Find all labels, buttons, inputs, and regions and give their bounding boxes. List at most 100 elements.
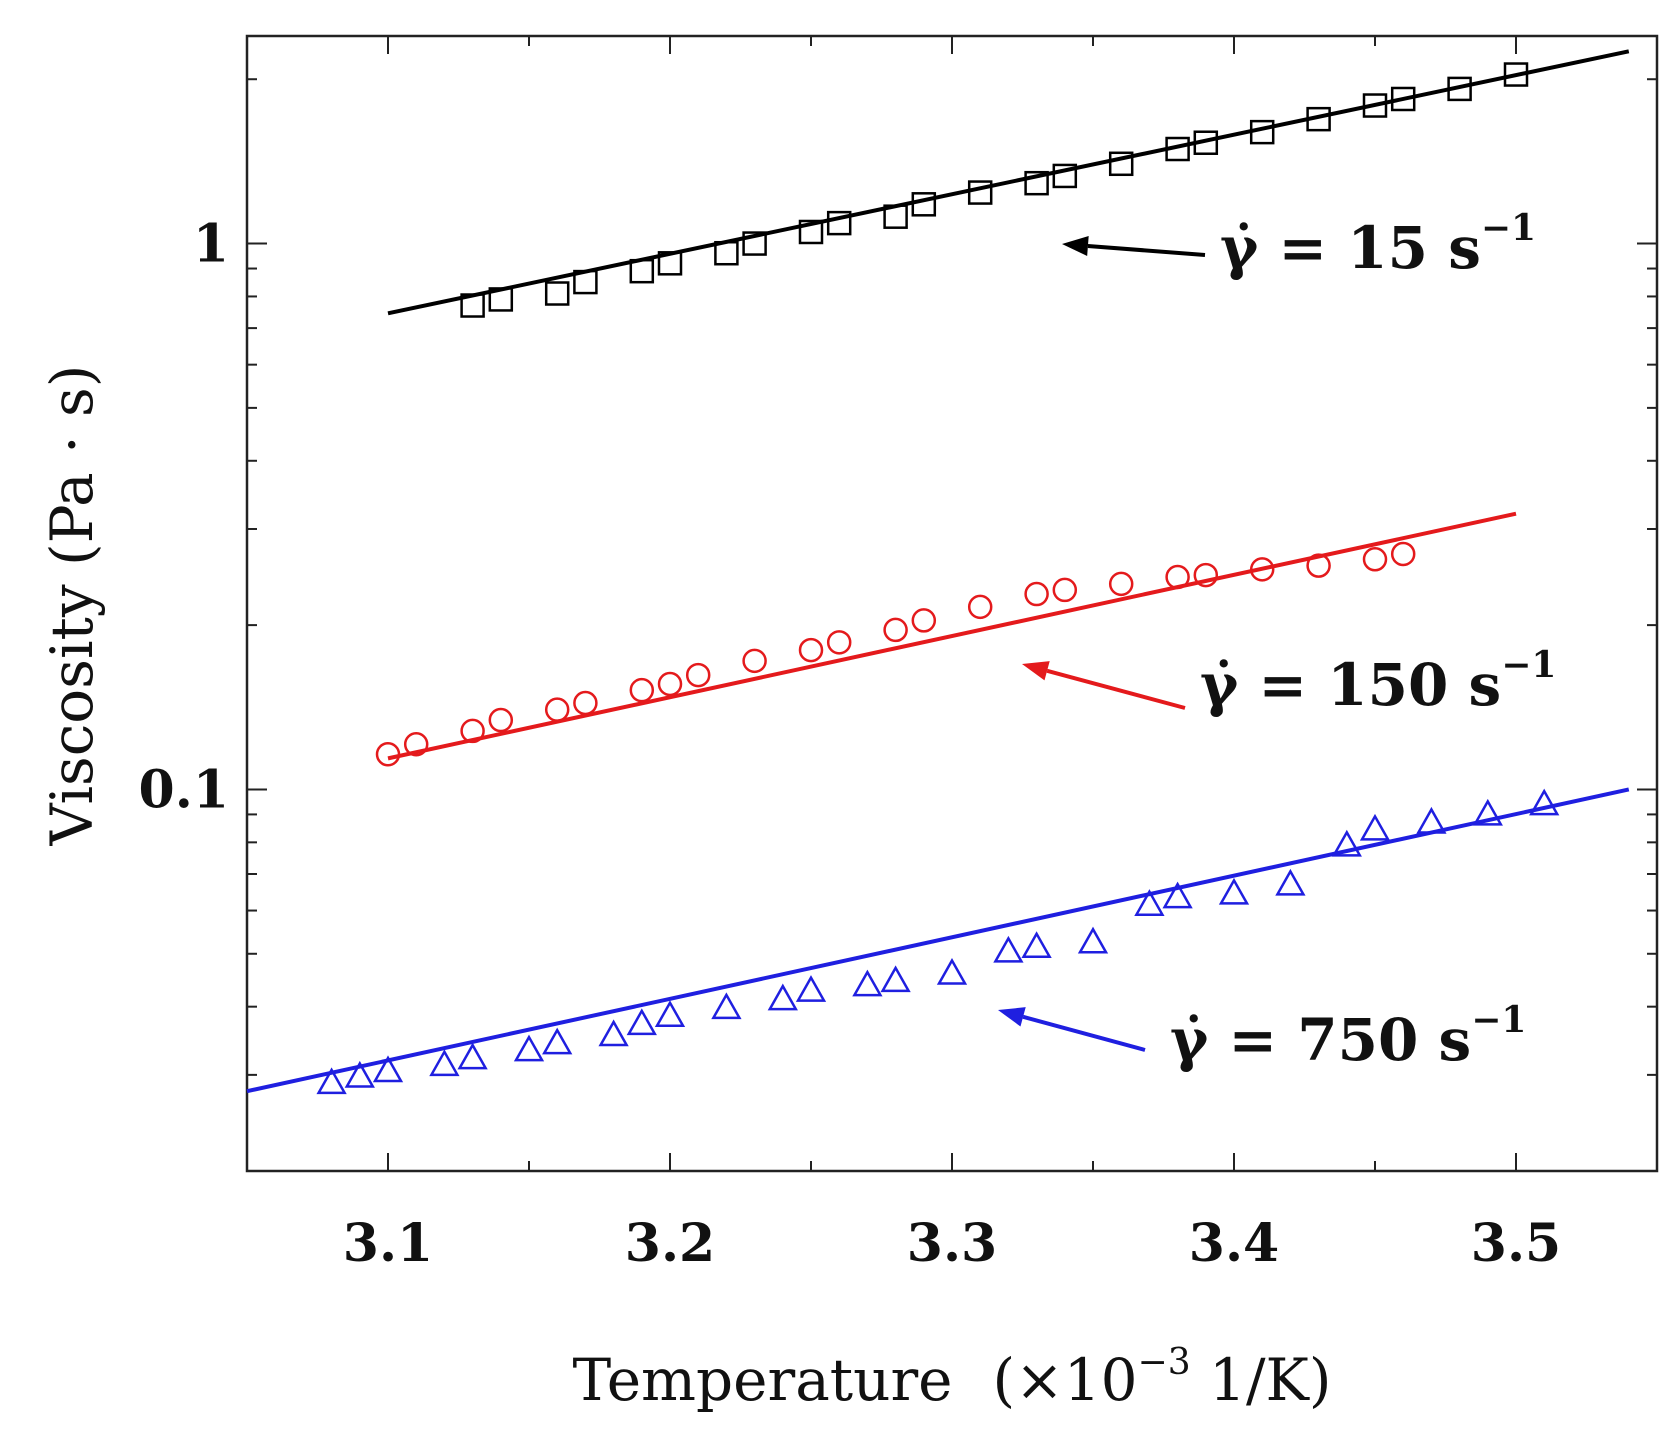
y-tick-label: 0.1 — [139, 759, 229, 820]
circle-marker — [1024, 581, 1049, 607]
circle-marker — [1390, 541, 1416, 567]
circle-marker — [1362, 547, 1388, 572]
circle-marker — [798, 637, 824, 663]
annotation-750-unit: s — [1418, 1006, 1471, 1074]
circle-marker — [544, 697, 570, 722]
square-marker — [488, 287, 514, 312]
annotation-15-rate: 15 — [1347, 214, 1428, 282]
triangle-marker — [1162, 881, 1193, 909]
triangle-marker — [542, 1027, 573, 1055]
square-marker — [826, 210, 852, 236]
x-tick-label: 3.3 — [907, 1213, 997, 1274]
x-tick-label: 3.4 — [1189, 1213, 1279, 1274]
triangle-marker — [1275, 868, 1306, 896]
circle-marker — [1193, 562, 1219, 588]
triangle-marker — [767, 983, 798, 1011]
circle-marker — [967, 594, 993, 620]
square-marker — [714, 240, 739, 266]
annotation-15-prefix: γ̇ = — [1220, 214, 1347, 282]
arrow-head-0 — [1062, 236, 1089, 256]
triangle-marker — [795, 975, 827, 1002]
circle-marker — [657, 671, 683, 697]
annotation-150: γ̇ = 150 s−1 — [1200, 644, 1556, 719]
fit-line-1 — [387, 511, 1517, 761]
square-marker — [1362, 93, 1388, 118]
fit-line-0 — [387, 49, 1630, 316]
square-marker — [1249, 119, 1275, 145]
square-marker — [573, 269, 598, 295]
square-marker — [883, 204, 908, 229]
triangle-marker — [1416, 806, 1447, 834]
square-marker — [1193, 130, 1219, 155]
triangle-marker — [1021, 931, 1052, 959]
square-marker — [1108, 151, 1134, 177]
square-marker — [460, 293, 485, 318]
annotation-15-exp: −1 — [1481, 207, 1536, 249]
triangle-marker — [1472, 798, 1503, 826]
circle-marker — [826, 630, 852, 655]
arrow-line-0 — [1087, 244, 1206, 257]
triangle-marker — [1218, 877, 1250, 905]
arrow-line-2 — [1022, 1014, 1146, 1052]
annotation-750-exp: −1 — [1471, 999, 1526, 1041]
square-marker — [657, 251, 683, 276]
annotation-150-rate: 150 — [1327, 651, 1448, 719]
x-tick-label: 3.1 — [343, 1213, 433, 1274]
annotation-150-prefix: γ̇ = — [1200, 651, 1327, 719]
circle-marker — [883, 617, 908, 643]
circle-marker — [629, 677, 655, 703]
square-marker — [742, 231, 767, 256]
annotation-arrows — [998, 236, 1206, 1052]
x-tick-label: 3.5 — [1471, 1213, 1561, 1274]
circle-marker — [403, 731, 429, 757]
circle-marker — [1052, 577, 1078, 603]
square-marker — [544, 281, 570, 306]
triangle-marker — [457, 1042, 488, 1070]
circle-marker — [1108, 571, 1134, 597]
circle-marker — [911, 608, 937, 633]
annotation-15: γ̇ = 15 s−1 — [1220, 207, 1536, 282]
circle-marker — [1165, 564, 1190, 590]
triangle-marker — [626, 1008, 657, 1036]
circle-marker — [488, 707, 514, 733]
triangle-marker — [1077, 926, 1109, 954]
arrow-line-1 — [1046, 668, 1186, 710]
circle-marker — [685, 662, 711, 688]
triangle-marker — [344, 1060, 375, 1088]
data-points — [316, 62, 1560, 1095]
x-axis-label-unit: (×10 — [993, 1346, 1138, 1414]
annotation-750: γ̇ = 750 s−1 — [1170, 999, 1526, 1074]
circle-marker — [1249, 557, 1275, 582]
fit-lines — [246, 49, 1630, 1094]
triangle-marker — [1359, 813, 1391, 841]
circle-marker — [742, 648, 767, 674]
square-marker — [1024, 170, 1049, 196]
arrow-head-1 — [1022, 661, 1050, 681]
circle-marker — [1306, 553, 1331, 578]
annotation-750-prefix: γ̇ = — [1170, 1006, 1297, 1074]
annotation-15-unit: s — [1428, 214, 1481, 282]
x-axis-label-exp: −3 — [1138, 1342, 1191, 1383]
triangle-marker — [513, 1034, 545, 1062]
triangle-marker — [1529, 788, 1560, 816]
circle-marker — [573, 690, 598, 716]
square-marker — [967, 180, 993, 205]
triangle-marker — [598, 1019, 629, 1047]
y-tick-label: 1 — [193, 214, 229, 275]
triangle-marker — [880, 965, 911, 993]
triangle-marker — [429, 1049, 460, 1077]
triangle-marker — [711, 992, 742, 1020]
square-marker — [1052, 163, 1078, 189]
triangle-marker — [1331, 829, 1362, 857]
circle-marker — [375, 742, 401, 767]
triangle-marker — [372, 1055, 404, 1083]
square-marker — [1390, 86, 1416, 112]
arrow-head-2 — [998, 1007, 1026, 1027]
triangle-marker — [993, 935, 1024, 963]
tick-labels: 3.1 3.2 3.3 3.4 3.5 0.1 1 — [139, 214, 1562, 1274]
triangle-marker — [936, 957, 968, 985]
annotation-750-rate: 750 — [1297, 1006, 1418, 1074]
x-axis-label-unit-tail: 1/K) — [1191, 1346, 1332, 1414]
square-marker — [629, 258, 655, 284]
